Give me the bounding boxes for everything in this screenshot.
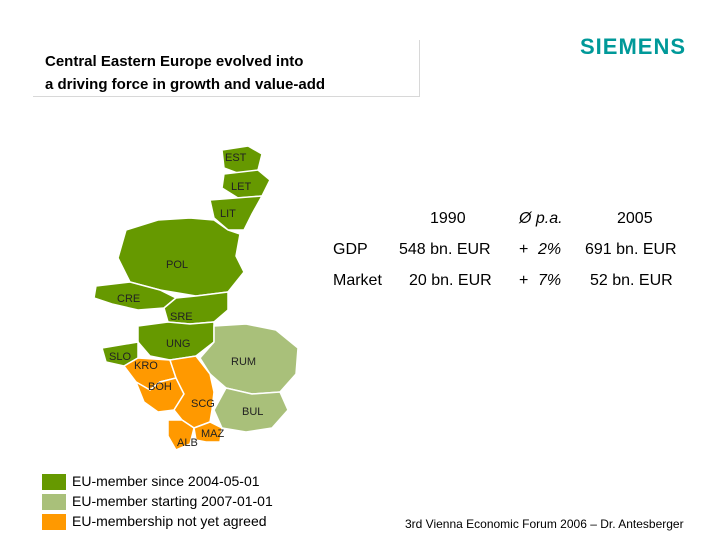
title-box: Central Eastern Europe evolved into a dr… — [33, 40, 420, 97]
label-scg: SCG — [191, 398, 215, 410]
label-slo: SLO — [109, 351, 132, 363]
region-bul — [213, 387, 289, 433]
region-map — [0, 130, 330, 460]
row-gdp-growth: 2% — [538, 241, 562, 258]
region-alb — [167, 419, 195, 451]
label-est: EST — [225, 152, 247, 164]
map-svg — [93, 145, 299, 451]
row-gdp-1990: 548 bn. EUR — [399, 241, 491, 258]
siemens-logo: SIEMENS — [580, 34, 687, 59]
title-line-1: Central Eastern Europe evolved into — [45, 53, 304, 70]
label-let: LET — [231, 181, 252, 193]
row-gdp-sign: + — [519, 241, 529, 258]
label-bul: BUL — [242, 406, 264, 418]
label-cre: CRE — [117, 293, 141, 305]
label-pol: POL — [166, 259, 189, 271]
header: Central Eastern Europe evolved into a dr… — [0, 0, 720, 100]
legend-swatch-2007 — [42, 494, 66, 510]
legend-label-2004: EU-member since 2004-05-01 — [72, 473, 260, 489]
region-lit — [209, 195, 264, 231]
label-boh: BOH — [148, 381, 172, 393]
row-gdp-2005: 691 bn. EUR — [585, 241, 677, 258]
label-rum: RUM — [231, 356, 257, 368]
row-market-1990: 20 bn. EUR — [409, 272, 492, 289]
row-market-label: Market — [333, 272, 382, 289]
legend-label-2007: EU-member starting 2007-01-01 — [72, 493, 273, 509]
col-2005-header: 2005 — [617, 210, 653, 227]
legend-swatch-not-agreed — [42, 514, 66, 530]
legend-label-not-agreed: EU-membership not yet agreed — [72, 513, 267, 529]
row-market-growth: 7% — [538, 272, 562, 289]
page-title: Central Eastern Europe evolved into a dr… — [45, 50, 325, 96]
label-sre: SRE — [170, 311, 193, 323]
col-1990-header: 1990 — [430, 210, 466, 227]
region-ung — [137, 321, 215, 361]
row-market-2005: 52 bn. EUR — [590, 272, 673, 289]
label-alb: ALB — [177, 437, 198, 449]
label-maz: MAZ — [201, 428, 225, 440]
row-market-sign: + — [519, 272, 529, 289]
region-maz — [193, 421, 223, 443]
footer-credit: 3rd Vienna Economic Forum 2006 – Dr. Ant… — [405, 517, 684, 531]
label-kro: KRO — [134, 360, 158, 372]
label-lit: LIT — [220, 208, 236, 220]
col-growth-header: Ø p.a. — [519, 210, 563, 227]
row-gdp-label: GDP — [333, 241, 368, 258]
title-line-2: a driving force in growth and value-add — [45, 76, 326, 93]
label-ung: UNG — [166, 338, 191, 350]
legend-swatch-2004 — [42, 474, 66, 490]
